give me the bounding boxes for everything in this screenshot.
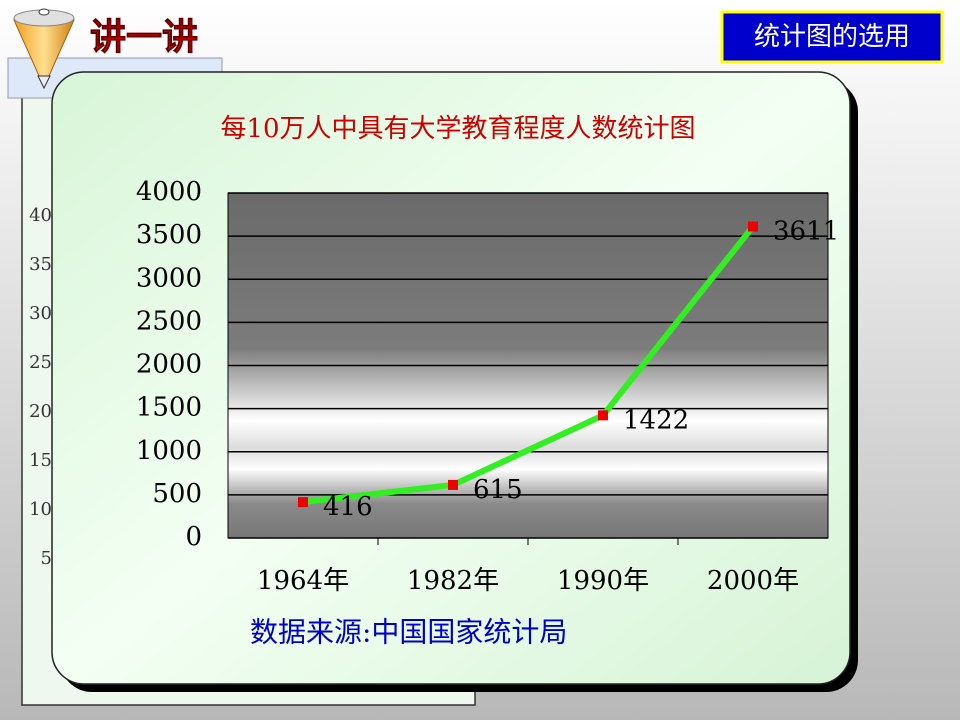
- y-tick-label: 3500: [136, 220, 202, 250]
- icon-dot: [38, 8, 50, 16]
- source-note: 数据来源:中国国家统计局: [250, 616, 567, 649]
- chart: 0 500 1000 1500 2000 2500 3000 3500 4000 1964年 198…: [136, 177, 839, 596]
- data-label: 1422: [623, 405, 689, 435]
- badge-text: 统计图的选用: [754, 22, 910, 52]
- y-tick-label: 0: [185, 522, 202, 552]
- behind-label: 15: [29, 450, 52, 471]
- behind-label: 40: [29, 205, 52, 226]
- chart-title: 每10万人中具有大学教育程度人数统计图: [220, 114, 695, 144]
- y-tick-label: 3000: [136, 263, 202, 293]
- y-tick-label: 2500: [136, 306, 202, 336]
- x-tick-label: 1964年: [257, 566, 349, 596]
- behind-labels: 40 35 30 25 20 15 10 5: [29, 205, 52, 569]
- behind-label: 35: [29, 254, 52, 275]
- x-tick-label: 1982年: [407, 566, 499, 596]
- header-title: 讲一讲: [90, 16, 198, 58]
- behind-label: 25: [29, 352, 52, 373]
- marker: [448, 479, 458, 490]
- y-tick-label: 1000: [136, 436, 202, 466]
- behind-label: 20: [29, 401, 52, 422]
- category-ticks: [377, 538, 679, 545]
- x-tick-label: 2000年: [707, 566, 799, 596]
- y-tick-label: 500: [152, 479, 202, 509]
- y-tick-label: 1500: [136, 393, 202, 423]
- icon-arrow: [37, 75, 51, 90]
- data-label: 3611: [773, 217, 839, 247]
- line: [302, 224, 756, 506]
- y-tick-label: 4000: [136, 177, 202, 207]
- data-label: 615: [473, 475, 523, 505]
- badge: [720, 10, 944, 64]
- marker: [298, 497, 308, 508]
- marker: [748, 221, 758, 232]
- y-tick-label: 2000: [136, 350, 202, 380]
- behind-label: 5: [41, 548, 52, 569]
- behind-label: 30: [29, 303, 52, 324]
- x-tick-label: 1990年: [557, 566, 649, 596]
- marker: [598, 410, 608, 421]
- data-label: 416: [323, 492, 373, 522]
- behind-label: 10: [29, 499, 52, 520]
